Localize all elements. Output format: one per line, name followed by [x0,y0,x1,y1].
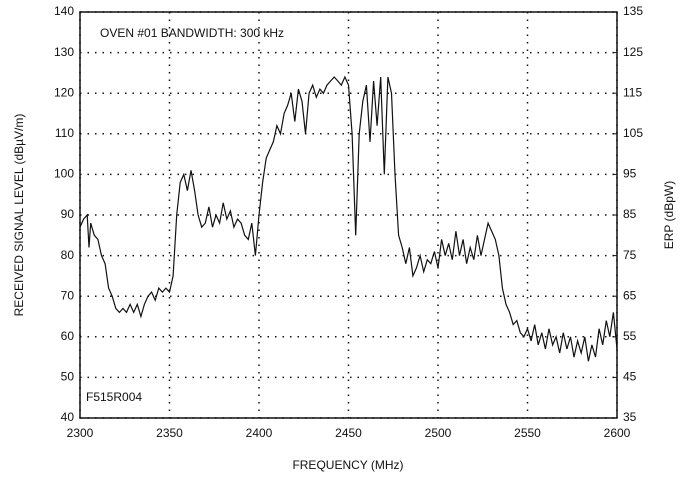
y2-tick-label: 105 [623,126,643,140]
x-axis-label: FREQUENCY (MHz) [292,458,403,472]
y2-tick-label: 135 [623,4,643,18]
x-tick-label: 2500 [425,426,452,440]
x-tick-label: 2300 [67,426,94,440]
y-tick-label: 100 [54,167,74,181]
annotation: OVEN #01 BANDWIDTH: 300 kHz [100,26,284,40]
x-tick-label: 2400 [246,426,273,440]
y2-tick-label: 75 [623,248,637,262]
line-series [79,75,618,362]
y2-tick-label: 115 [623,85,642,99]
x-tick-label: 2550 [514,426,541,440]
y-tick-label: 120 [54,85,74,99]
y2-tick-label: 125 [623,45,643,59]
y2-tick-label: 65 [623,288,637,302]
y2-tick-label: 95 [623,167,637,181]
y2-tick-label: 35 [623,410,637,424]
y2-tick-label: 85 [623,207,637,221]
y-tick-label: 50 [61,370,75,384]
y-tick-label: 40 [61,410,75,424]
y-tick-label: 140 [54,4,74,18]
y-tick-label: 110 [55,126,74,140]
y-tick-label: 130 [54,45,74,59]
x-tick-label: 2600 [604,426,631,440]
annotation: F515R004 [86,390,142,404]
y-tick-label: 60 [61,329,75,343]
y-tick-label: 90 [61,207,75,221]
x-tick-label: 2450 [335,426,362,440]
y-tick-label: 70 [61,288,75,302]
y2-axis-label: ERP (dBpW) [662,181,676,249]
y2-tick-label: 55 [623,329,637,343]
x-tick-label: 2350 [156,426,183,440]
y-tick-label: 80 [61,248,75,262]
y2-tick-label: 45 [623,370,637,384]
y-axis-label: RECEIVED SIGNAL LEVEL (dBµV/m) [12,114,26,317]
